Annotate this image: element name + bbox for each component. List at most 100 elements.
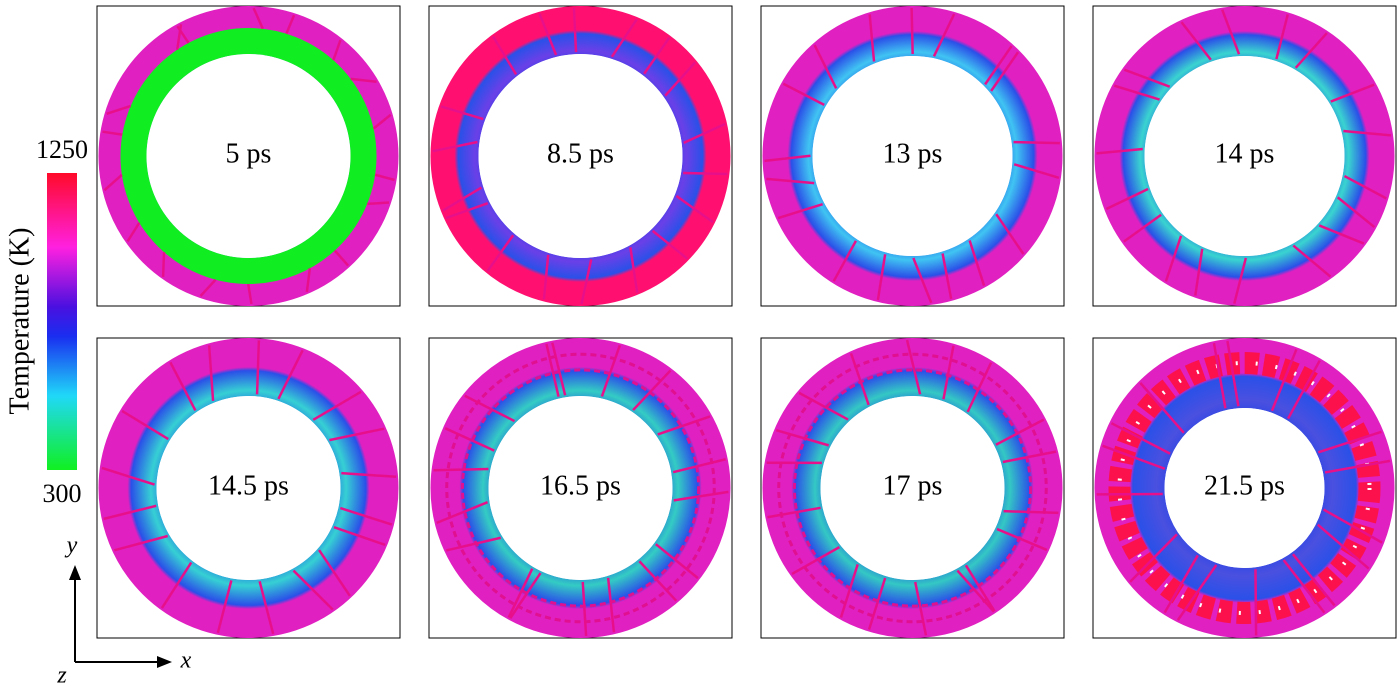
grain-boundary	[1102, 444, 1166, 470]
grain-boundary	[766, 177, 815, 185]
grain-boundary	[332, 39, 342, 61]
grain-boundary	[1226, 340, 1240, 407]
grain-boundary	[551, 342, 567, 396]
grain-boundary	[1129, 533, 1178, 583]
grain-boundary	[964, 564, 996, 612]
panel-label: 5 ps	[226, 138, 272, 169]
hot-spots	[1117, 361, 1372, 615]
grain-boundary	[941, 253, 953, 300]
grain-boundary	[440, 105, 484, 121]
grain-boundary	[1291, 553, 1336, 607]
hot-band	[445, 352, 716, 624]
grain-boundary	[103, 504, 157, 521]
grain-boundary	[651, 229, 688, 260]
grain-boundary	[990, 51, 1020, 92]
grain-boundary	[442, 186, 483, 212]
grain-boundary	[161, 252, 166, 277]
panel: 17 ps	[760, 337, 1065, 639]
axis-z-label: z	[56, 663, 67, 689]
axes-triad	[69, 565, 172, 668]
grain-boundary	[782, 82, 825, 107]
grain-boundary	[436, 501, 489, 525]
grain-boundary	[1343, 129, 1392, 137]
grain-boundary	[312, 390, 362, 421]
grain-boundary	[1324, 459, 1391, 474]
panel: 14 ps	[1092, 5, 1397, 307]
grain-boundary	[1139, 382, 1185, 434]
grain-boundary	[1294, 32, 1328, 69]
grain-boundary	[683, 171, 728, 176]
grain-boundary	[169, 361, 197, 412]
grain-boundary	[580, 259, 593, 305]
grain-boundary	[798, 391, 849, 421]
grain-boundary	[492, 35, 518, 76]
colorbar	[47, 173, 77, 470]
panel: 21.5 ps	[1092, 337, 1397, 639]
hot-band	[460, 368, 701, 608]
grain-boundary	[1292, 244, 1332, 278]
grain-boundary	[444, 427, 495, 452]
panel: 16.5 ps	[428, 337, 733, 639]
grain-boundary	[905, 339, 922, 395]
grain-boundary	[486, 234, 515, 272]
grain-boundary	[777, 203, 823, 220]
panels: 5 ps 8.5 ps 13 ps 14 ps 14.5 ps 16.5 ps 17 ps 2…	[96, 5, 1397, 639]
grain-boundary	[966, 362, 993, 413]
panel-label: 14.5 ps	[208, 470, 289, 501]
grain-boundary	[839, 563, 859, 618]
grain-boundary	[446, 536, 502, 552]
panel-label: 13 ps	[883, 138, 943, 169]
grain-boundary	[199, 278, 217, 297]
grain-boundary	[258, 581, 275, 635]
grain-boundary	[1317, 430, 1382, 454]
grain-boundary	[255, 340, 261, 395]
hole	[156, 396, 341, 580]
panel-label: 17 ps	[883, 470, 943, 501]
grain-boundary	[1176, 564, 1218, 621]
grain-boundary	[910, 7, 914, 55]
grain-boundary	[876, 254, 887, 301]
grain-boundary	[1330, 83, 1375, 103]
grain-boundary	[1105, 187, 1149, 211]
grain-boundary	[995, 418, 1045, 446]
hot-band	[792, 368, 1033, 608]
grain-boundary	[1287, 359, 1321, 420]
grain-boundary	[367, 201, 390, 206]
grain-boundary	[1318, 224, 1365, 245]
grain-boundary	[832, 240, 858, 282]
grain-boundary	[996, 527, 1048, 552]
hole	[812, 56, 1013, 256]
grain-boundary	[867, 577, 887, 630]
grain-boundary	[932, 13, 956, 57]
grain-boundary	[1275, 14, 1289, 60]
grain-boundary	[914, 581, 928, 636]
grain-boundary	[572, 8, 578, 53]
grain-boundary	[1164, 235, 1183, 282]
grain-boundary	[1343, 174, 1387, 200]
grain-boundary	[675, 195, 714, 224]
grain-boundary	[813, 44, 838, 89]
panel-label: 8.5 ps	[547, 138, 614, 169]
grain-boundary	[767, 506, 821, 519]
axis-x-label: x	[180, 648, 192, 674]
grain-boundary	[1002, 450, 1057, 464]
grain-boundary	[216, 580, 233, 634]
grain-boundary	[1123, 213, 1162, 243]
colorbar-title: Temperature (K)	[4, 228, 35, 415]
grain-boundary	[374, 173, 395, 182]
grain-boundary	[629, 247, 639, 293]
grain-boundary	[509, 572, 542, 619]
grain-boundary	[538, 13, 558, 56]
grain-boundary	[764, 154, 811, 163]
grain-boundary	[207, 345, 215, 402]
grain-boundary	[657, 415, 711, 436]
panel: 8.5 ps	[428, 5, 733, 307]
grain-boundary	[292, 569, 334, 611]
grain-boundary	[1003, 509, 1059, 515]
grain-boundary	[445, 201, 489, 220]
grain-boundary	[1254, 569, 1258, 636]
panel-label: 21.5 ps	[1204, 470, 1285, 501]
grain-boundary	[1233, 257, 1248, 304]
hole	[1164, 408, 1325, 568]
